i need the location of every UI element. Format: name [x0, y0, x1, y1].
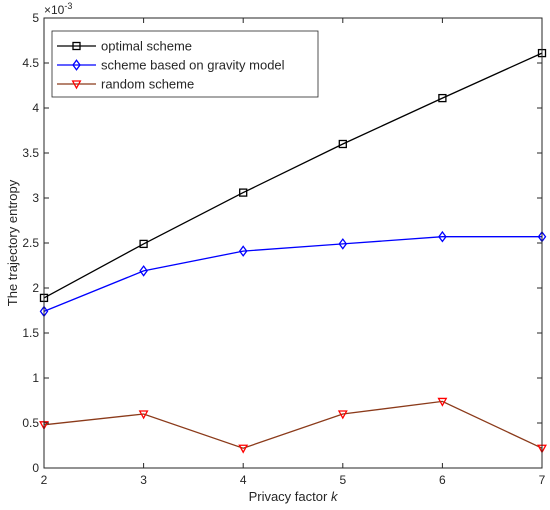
y-exponent-power: -3 [64, 1, 72, 11]
y-tick-label: 5 [32, 11, 39, 25]
legend-box [51, 30, 319, 98]
y-tick-label: 1 [32, 371, 39, 385]
legend-label: scheme based on gravity model [101, 58, 285, 73]
y-tick-label: 0 [32, 461, 39, 475]
data-point [239, 188, 248, 197]
y-tick-label: 4.5 [22, 56, 39, 70]
data-point [139, 239, 148, 249]
data-point [438, 230, 447, 243]
legend-items: optimal scheme scheme based on gravity mo… [57, 39, 285, 92]
data-point [337, 410, 348, 420]
x-tick-label: 2 [41, 473, 48, 487]
legend-label: optimal scheme [101, 39, 192, 54]
y-tick-label: 0.5 [22, 416, 39, 430]
legend: optimal scheme scheme based on gravity mo… [51, 30, 319, 98]
data-point [338, 238, 348, 250]
series-line [43, 400, 543, 449]
legend-item: random scheme [57, 77, 194, 92]
legend-label: random scheme [101, 77, 194, 92]
data-point [438, 93, 447, 103]
x-tick-label: 4 [240, 473, 247, 487]
data-point [338, 139, 347, 149]
x-axis-label: Privacy factor k [249, 489, 339, 504]
data-point [138, 410, 149, 420]
series-line [43, 52, 543, 299]
y-exponent-label: ×10-3 [44, 1, 72, 17]
x-axis-label-var: k [331, 489, 339, 504]
x-tick-label: 7 [539, 473, 546, 487]
data-point [139, 265, 148, 277]
data-point [238, 444, 249, 454]
y-axis-label: The trajectory entropy [5, 179, 20, 306]
axis-ticks: 2 3 4 5 6 7 0 0.5 1 1.5 2 2.5 3 3.5 4 4.5 5 [22, 11, 545, 487]
legend-item: scheme based on gravity model [57, 58, 285, 73]
data-point [437, 397, 448, 407]
y-tick-label: 2 [32, 281, 39, 295]
x-tick-label: 6 [439, 473, 446, 487]
legend-item: optimal scheme [57, 39, 192, 54]
y-tick-label: 3.5 [22, 146, 39, 160]
y-tick-label: 3 [32, 191, 39, 205]
y-tick-label: 4 [32, 101, 39, 115]
x-tick-label: 5 [339, 473, 346, 487]
y-tick-label: 2.5 [22, 236, 39, 250]
legend-swatch-marker [72, 41, 81, 51]
legend-swatch-marker [72, 59, 81, 71]
y-tick-label: 1.5 [22, 326, 39, 340]
legend-swatch-marker [71, 80, 82, 90]
x-tick-label: 3 [140, 473, 147, 487]
data-point [238, 245, 248, 257]
series-line [43, 236, 542, 313]
